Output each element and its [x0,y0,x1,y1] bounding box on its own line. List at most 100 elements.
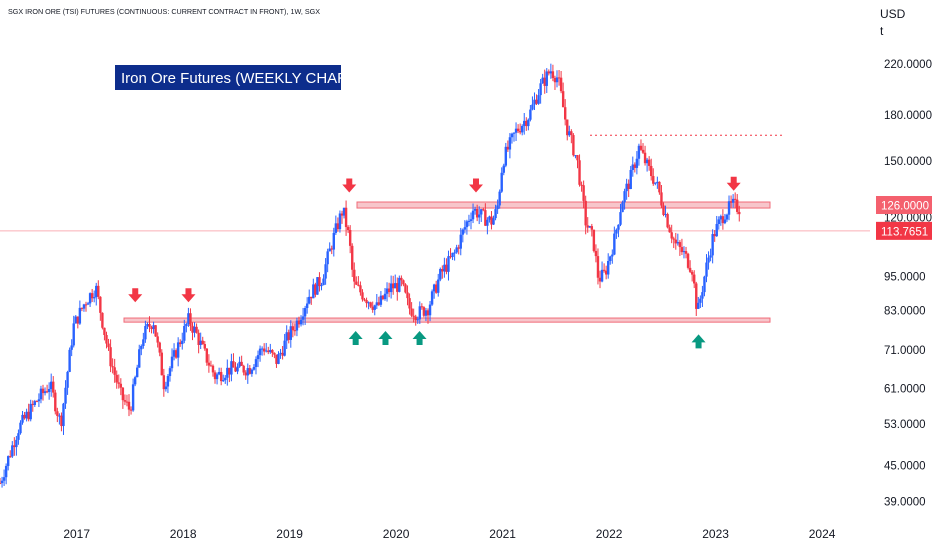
price-axis[interactable]: USD t 220.0000 180.0000 150.0000 95.0000 83.… [876,7,932,509]
candle-body [193,326,196,333]
candle-body [336,223,340,230]
candle-body [672,238,675,240]
candle-body [236,366,239,372]
candle-body [520,125,524,133]
candle-body [303,308,307,317]
candle-body [592,229,596,251]
up-arrow-icon [412,330,427,345]
candle-body [381,295,385,300]
candle-body [246,368,249,376]
candle-body [185,323,188,327]
candle-body [570,131,573,136]
title-background [115,65,341,90]
candle-body [559,77,563,92]
x-tick-label: 2018 [170,527,197,541]
candle-body [359,285,362,293]
candle-body [391,283,395,289]
candle-body [277,353,280,364]
candle-body [140,345,143,350]
candle-body [539,83,542,96]
candle-body [729,201,733,203]
time-axis[interactable]: 2017 2018 2019 2020 2021 2022 2023 2024 [63,527,835,541]
candle-body [285,332,288,341]
support-zone[interactable] [123,317,771,323]
candle-body [500,172,503,192]
candle-body [35,401,39,403]
candle-body [738,211,741,215]
candle-body [58,415,61,417]
candle-body [377,302,381,305]
candle-body [543,77,546,86]
candle-body [686,253,690,268]
candle-body [617,224,620,230]
x-tick-label: 2020 [383,527,410,541]
candle-body [412,315,415,317]
candle-body [64,387,67,404]
candle-body [330,248,333,250]
candle-body [0,480,4,484]
candle-body [564,107,567,120]
candle-body [189,313,192,326]
candle-body [76,316,80,324]
candle-body [346,227,350,231]
candle-body [465,221,469,228]
candle-body [119,383,123,388]
candle-body [248,368,252,374]
candle-body [609,256,612,262]
candle-body [674,239,677,244]
candle-body [656,181,659,183]
candle-body [326,251,329,265]
candle-body [621,202,624,213]
candle-body [731,198,735,203]
candle-body [361,292,364,300]
candle-body [637,145,641,159]
candle-body [707,257,710,263]
candle-body [588,226,591,228]
candle-body [379,295,383,305]
candle-body [224,377,227,381]
candle-body [545,71,548,86]
price-tags: 126.0000 113.7651 [876,196,932,240]
candle-body [604,270,608,275]
y-tick-labels: 220.0000 180.0000 150.0000 95.0000 83.0000 71… [884,59,932,509]
annotation-title-box[interactable]: Iron Ore Futures (WEEKLY CHART) [115,65,362,90]
candle-body [518,131,522,133]
candle-body [29,403,32,420]
annotation-title: Iron Ore Futures (WEEKLY CHART) [121,70,362,87]
candle-body [232,361,235,368]
candle-body [11,445,14,457]
candle-body [490,216,493,225]
candle-body [693,274,696,284]
candle-body [652,176,655,184]
candle-body [279,352,282,354]
candle-body [426,310,430,316]
candle-body [260,348,264,350]
candle-body [428,304,432,316]
candle-body [658,181,661,193]
candle-body [31,403,34,405]
candle-body [363,299,366,301]
candle-body [84,304,88,306]
candle-body [344,207,348,228]
x-tick-label: 2021 [489,527,516,541]
resistance-zone[interactable] [356,201,771,209]
candle-body [555,77,559,83]
y-tick-label: 150.0000 [884,156,932,168]
candle-body [316,277,319,295]
candle-body [240,361,243,366]
up-arrow-icon [348,330,363,345]
candle-body [449,256,452,258]
candle-body [533,99,536,105]
candle-body [353,269,356,282]
candle-body [705,262,708,277]
candle-body [447,256,450,272]
candle-body [498,191,501,206]
candle-body [713,234,716,237]
candle-body [394,283,397,289]
candle-body [281,352,284,356]
candle-body [252,366,256,370]
candle-body [650,165,653,177]
candle-body [670,232,673,239]
candle-body [103,327,106,335]
